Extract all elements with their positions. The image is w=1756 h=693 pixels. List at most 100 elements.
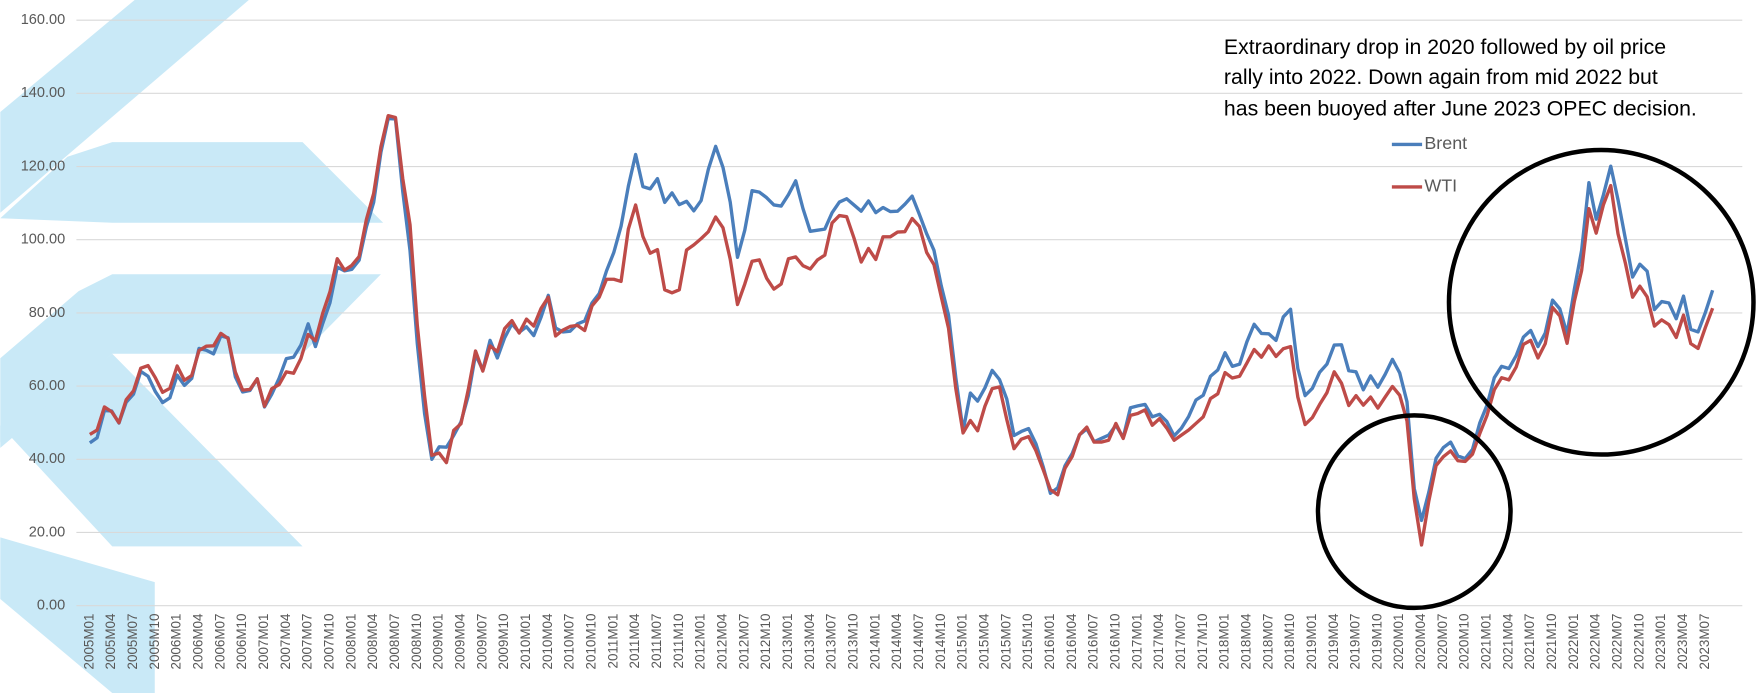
x-tick-label: 2008M07 — [387, 614, 402, 670]
y-tick-label: 100.00 — [21, 232, 66, 248]
x-tick-label: 2006M07 — [212, 614, 227, 670]
x-tick-label: 2023M04 — [1675, 613, 1690, 670]
x-tick-label: 2008M10 — [409, 614, 424, 670]
x-tick-label: 2019M07 — [1348, 614, 1363, 670]
highlight-circle — [1315, 413, 1513, 611]
x-tick-label: 2013M01 — [780, 614, 795, 670]
x-tick-label: 2019M04 — [1326, 613, 1341, 670]
x-tick-label: 2015M04 — [976, 613, 991, 670]
x-tick-label: 2021M10 — [1544, 614, 1559, 670]
x-tick-label: 2021M04 — [1500, 613, 1515, 670]
x-tick-label: 2010M10 — [584, 614, 599, 670]
x-tick-label: 2005M07 — [125, 614, 140, 670]
x-tick-label: 2011M04 — [627, 613, 642, 669]
decoration — [0, 353, 303, 547]
x-tick-label: 2016M04 — [1064, 613, 1079, 670]
x-tick-label: 2014M10 — [933, 614, 948, 670]
x-tick-label: 2015M10 — [1020, 614, 1035, 670]
x-tick-label: 2016M10 — [1107, 614, 1122, 670]
x-tick-label: 2020M01 — [1391, 614, 1406, 670]
x-tick-label: 2010M07 — [562, 614, 577, 670]
x-tick-label: 2020M04 — [1413, 613, 1428, 670]
y-tick-label: 160.00 — [21, 12, 66, 28]
annotation: Extraordinary drop in 2020 followed by o… — [1224, 35, 1666, 59]
x-tick-label: 2009M10 — [496, 614, 511, 670]
x-tick-label: 2009M04 — [453, 613, 468, 670]
x-tick-label: 2009M01 — [431, 614, 446, 670]
y-tick-label: 80.00 — [29, 305, 65, 321]
x-tick-label: 2016M01 — [1042, 614, 1057, 670]
x-tick-label: 2017M07 — [1173, 614, 1188, 670]
x-tick-label: 2011M07 — [649, 614, 664, 669]
x-tick-label: 2014M07 — [911, 614, 926, 670]
y-tick-label: 20.00 — [29, 524, 65, 540]
x-tick-label: 2006M10 — [234, 614, 249, 670]
x-tick-label: 2018M07 — [1260, 614, 1275, 670]
annotation: has been buoyed after June 2023 OPEC dec… — [1224, 96, 1697, 120]
x-tick-label: 2006M01 — [169, 614, 184, 670]
y-tick-label: 140.00 — [21, 85, 66, 101]
x-tick-label: 2007M10 — [322, 614, 337, 670]
plot-area: 0.00 20.00 40.00 60.00 80.00 100.00 120.00 140.… — [21, 12, 1743, 669]
x-tick-label: 2013M10 — [845, 614, 860, 670]
x-tick-label: 2018M01 — [1217, 614, 1232, 670]
annotation: rally into 2022. Down again from mid 202… — [1224, 65, 1658, 89]
highlight-circle — [1446, 147, 1756, 457]
y-tick-label: 60.00 — [29, 378, 65, 394]
legend-label: WTI — [1424, 176, 1457, 196]
x-tick-label: 2012M04 — [714, 613, 729, 670]
x-tick-label: 2022M04 — [1588, 613, 1603, 670]
x-tick-label: 2022M07 — [1610, 614, 1625, 670]
x-tick-label: 2006M04 — [191, 613, 206, 670]
x-tick-label: 2017M04 — [1151, 613, 1166, 670]
decoration — [0, 537, 155, 693]
x-tick-label: 2017M01 — [1129, 614, 1144, 670]
x-tick-label: 2007M04 — [278, 613, 293, 670]
x-tick-label: 2010M01 — [518, 614, 533, 670]
y-tick-label: 0.00 — [37, 598, 65, 614]
y-tick-label: 40.00 — [29, 451, 65, 467]
x-tick-label: 2020M10 — [1457, 614, 1472, 670]
x-tick-label: 2016M07 — [1086, 614, 1101, 670]
x-tick-label: 2013M07 — [824, 614, 839, 670]
x-tick-label: 2012M07 — [736, 614, 751, 670]
x-tick-label: 2020M07 — [1435, 614, 1450, 670]
decoration — [0, 142, 384, 223]
x-tick-label: 2021M07 — [1522, 614, 1537, 670]
x-tick-label: 2015M01 — [955, 614, 970, 670]
x-tick-label: 2015M07 — [998, 614, 1013, 670]
x-tick-label: 2008M04 — [365, 613, 380, 670]
x-tick-label: 2011M01 — [605, 614, 620, 669]
x-tick-label: 2014M04 — [889, 613, 904, 670]
x-tick-label: 2022M01 — [1566, 614, 1581, 670]
x-tick-label: 2017M10 — [1195, 614, 1210, 670]
decoration — [0, 0, 249, 213]
x-tick-label: 2021M01 — [1479, 614, 1494, 670]
x-tick-label: 2013M04 — [802, 613, 817, 670]
x-tick-label: 2018M04 — [1238, 613, 1253, 670]
x-tick-label: 2022M10 — [1631, 614, 1646, 670]
x-tick-label: 2008M01 — [343, 614, 358, 670]
x-tick-label: 2023M01 — [1653, 614, 1668, 670]
x-tick-label: 2007M07 — [300, 614, 315, 670]
x-tick-label: 2012M10 — [758, 614, 773, 670]
x-tick-label: 2007M01 — [256, 614, 271, 670]
x-tick-label: 2009M07 — [474, 614, 489, 670]
x-tick-label: 2014M01 — [867, 614, 882, 670]
x-tick-label: 2011M10 — [671, 614, 686, 669]
x-tick-label: 2005M10 — [147, 614, 162, 670]
x-tick-label: 2005M01 — [81, 614, 96, 670]
x-tick-label: 2019M01 — [1304, 614, 1319, 670]
y-tick-label: 120.00 — [21, 158, 66, 174]
x-tick-label: 2019M10 — [1369, 614, 1384, 670]
series-line — [88, 113, 1715, 547]
decoration — [0, 274, 381, 448]
x-tick-label: 2010M04 — [540, 613, 555, 670]
x-tick-label: 2012M01 — [693, 614, 708, 670]
background-graphic — [0, 0, 384, 693]
x-tick-label: 2023M07 — [1697, 614, 1712, 670]
x-tick-label: 2018M10 — [1282, 614, 1297, 670]
x-tick-label: 2005M04 — [103, 613, 118, 670]
